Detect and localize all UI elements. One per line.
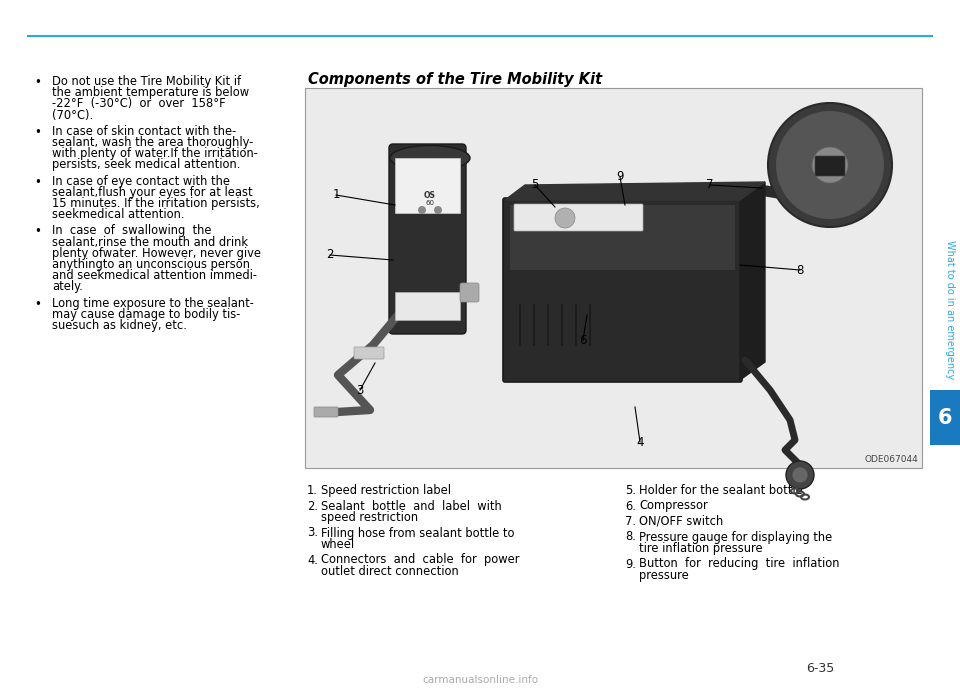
Text: 1.: 1. — [307, 484, 318, 497]
Text: sealant, wash the area thoroughly-: sealant, wash the area thoroughly- — [52, 136, 253, 149]
FancyBboxPatch shape — [395, 292, 460, 320]
Circle shape — [776, 111, 884, 219]
Circle shape — [434, 206, 442, 214]
Text: persists, seek medical attention.: persists, seek medical attention. — [52, 158, 240, 172]
Text: Compressor: Compressor — [639, 500, 708, 513]
Text: may cause damage to bodily tis-: may cause damage to bodily tis- — [52, 308, 240, 321]
Text: Components of the Tire Mobility Kit: Components of the Tire Mobility Kit — [308, 72, 602, 87]
Circle shape — [786, 461, 814, 489]
Circle shape — [768, 103, 892, 227]
Text: wheel: wheel — [321, 538, 355, 551]
Text: ately.: ately. — [52, 280, 83, 294]
FancyBboxPatch shape — [503, 198, 742, 382]
Text: 60: 60 — [425, 200, 435, 206]
Text: Holder for the sealant bottle: Holder for the sealant bottle — [639, 484, 803, 497]
Text: (70°C).: (70°C). — [52, 109, 93, 121]
Text: In  case  of  swallowing  the: In case of swallowing the — [52, 225, 211, 238]
Polygon shape — [740, 182, 765, 380]
Text: •: • — [35, 298, 41, 311]
Text: 1: 1 — [332, 189, 340, 201]
FancyBboxPatch shape — [514, 204, 643, 231]
Text: •: • — [35, 76, 41, 89]
Circle shape — [418, 206, 426, 214]
Text: with plenty of water.If the irritation-: with plenty of water.If the irritation- — [52, 147, 258, 161]
FancyBboxPatch shape — [305, 88, 922, 468]
Text: 3: 3 — [356, 384, 364, 396]
Text: ON/OFF switch: ON/OFF switch — [639, 515, 723, 528]
Text: 8: 8 — [796, 263, 804, 276]
Text: 5: 5 — [531, 178, 539, 192]
Text: In case of skin contact with the-: In case of skin contact with the- — [52, 125, 236, 138]
Text: Connectors  and  cable  for  power: Connectors and cable for power — [321, 553, 519, 566]
Text: and seekmedical attention immedi-: and seekmedical attention immedi- — [52, 269, 257, 282]
Text: 8.: 8. — [625, 531, 636, 544]
Polygon shape — [505, 182, 765, 200]
FancyBboxPatch shape — [314, 407, 338, 417]
Text: 6.: 6. — [625, 500, 636, 513]
Text: 9: 9 — [616, 170, 624, 183]
Text: 9.: 9. — [625, 557, 636, 570]
Text: suesuch as kidney, etc.: suesuch as kidney, etc. — [52, 319, 187, 332]
Text: 4: 4 — [636, 435, 644, 449]
Text: Filling hose from sealant bottle to: Filling hose from sealant bottle to — [321, 526, 515, 539]
Text: 15 minutes. If the irritation persists,: 15 minutes. If the irritation persists, — [52, 197, 260, 210]
Text: the ambient temperature is below: the ambient temperature is below — [52, 86, 250, 99]
Text: •: • — [35, 126, 41, 138]
Text: sealant,rinse the mouth and drink: sealant,rinse the mouth and drink — [52, 236, 248, 249]
Text: 3.: 3. — [307, 526, 318, 539]
Text: anythingto an unconscious person: anythingto an unconscious person — [52, 258, 250, 271]
Text: Long time exposure to the sealant-: Long time exposure to the sealant- — [52, 296, 253, 309]
FancyBboxPatch shape — [815, 156, 845, 176]
Text: tire inflation pressure: tire inflation pressure — [639, 542, 762, 555]
Text: 6-35: 6-35 — [805, 661, 834, 675]
Text: 2: 2 — [326, 249, 334, 262]
FancyBboxPatch shape — [510, 205, 735, 270]
Text: plenty ofwater. However, never give: plenty ofwater. However, never give — [52, 247, 261, 260]
Text: In case of eye contact with the: In case of eye contact with the — [52, 174, 230, 187]
Ellipse shape — [390, 145, 470, 170]
FancyBboxPatch shape — [395, 158, 460, 213]
Circle shape — [792, 467, 808, 483]
Text: speed restriction: speed restriction — [321, 511, 419, 524]
FancyBboxPatch shape — [460, 283, 479, 302]
Text: outlet direct connection: outlet direct connection — [321, 565, 459, 578]
Text: 4.: 4. — [307, 553, 318, 566]
Text: 7: 7 — [707, 178, 713, 192]
Text: •: • — [35, 225, 41, 238]
Circle shape — [812, 147, 848, 183]
Text: 2.: 2. — [307, 500, 318, 513]
Text: Sealant  bottle  and  label  with: Sealant bottle and label with — [321, 500, 502, 513]
FancyBboxPatch shape — [389, 144, 466, 334]
Text: carmanualsonline.info: carmanualsonline.info — [422, 675, 538, 685]
Text: seekmedical attention.: seekmedical attention. — [52, 208, 184, 221]
Text: 7.: 7. — [625, 515, 636, 528]
Text: ODE067044: ODE067044 — [864, 455, 918, 464]
FancyBboxPatch shape — [354, 347, 384, 359]
Text: Pressure gauge for displaying the: Pressure gauge for displaying the — [639, 531, 832, 544]
Text: 5.: 5. — [625, 484, 636, 497]
Text: pressure: pressure — [639, 569, 688, 582]
Text: Speed restriction label: Speed restriction label — [321, 484, 451, 497]
Text: sealant,flush your eyes for at least: sealant,flush your eyes for at least — [52, 186, 252, 199]
FancyBboxPatch shape — [930, 390, 960, 445]
Text: Button  for  reducing  tire  inflation: Button for reducing tire inflation — [639, 557, 839, 570]
Text: What to do in an emergency: What to do in an emergency — [945, 240, 955, 380]
Text: •: • — [35, 176, 41, 189]
Circle shape — [555, 208, 575, 228]
Text: OS: OS — [424, 191, 436, 200]
Text: 6: 6 — [579, 333, 587, 347]
Text: 6: 6 — [938, 407, 952, 427]
Text: Do not use the Tire Mobility Kit if: Do not use the Tire Mobility Kit if — [52, 75, 241, 88]
Text: -22°F  (-30°C)  or  over  158°F: -22°F (-30°C) or over 158°F — [52, 97, 226, 110]
